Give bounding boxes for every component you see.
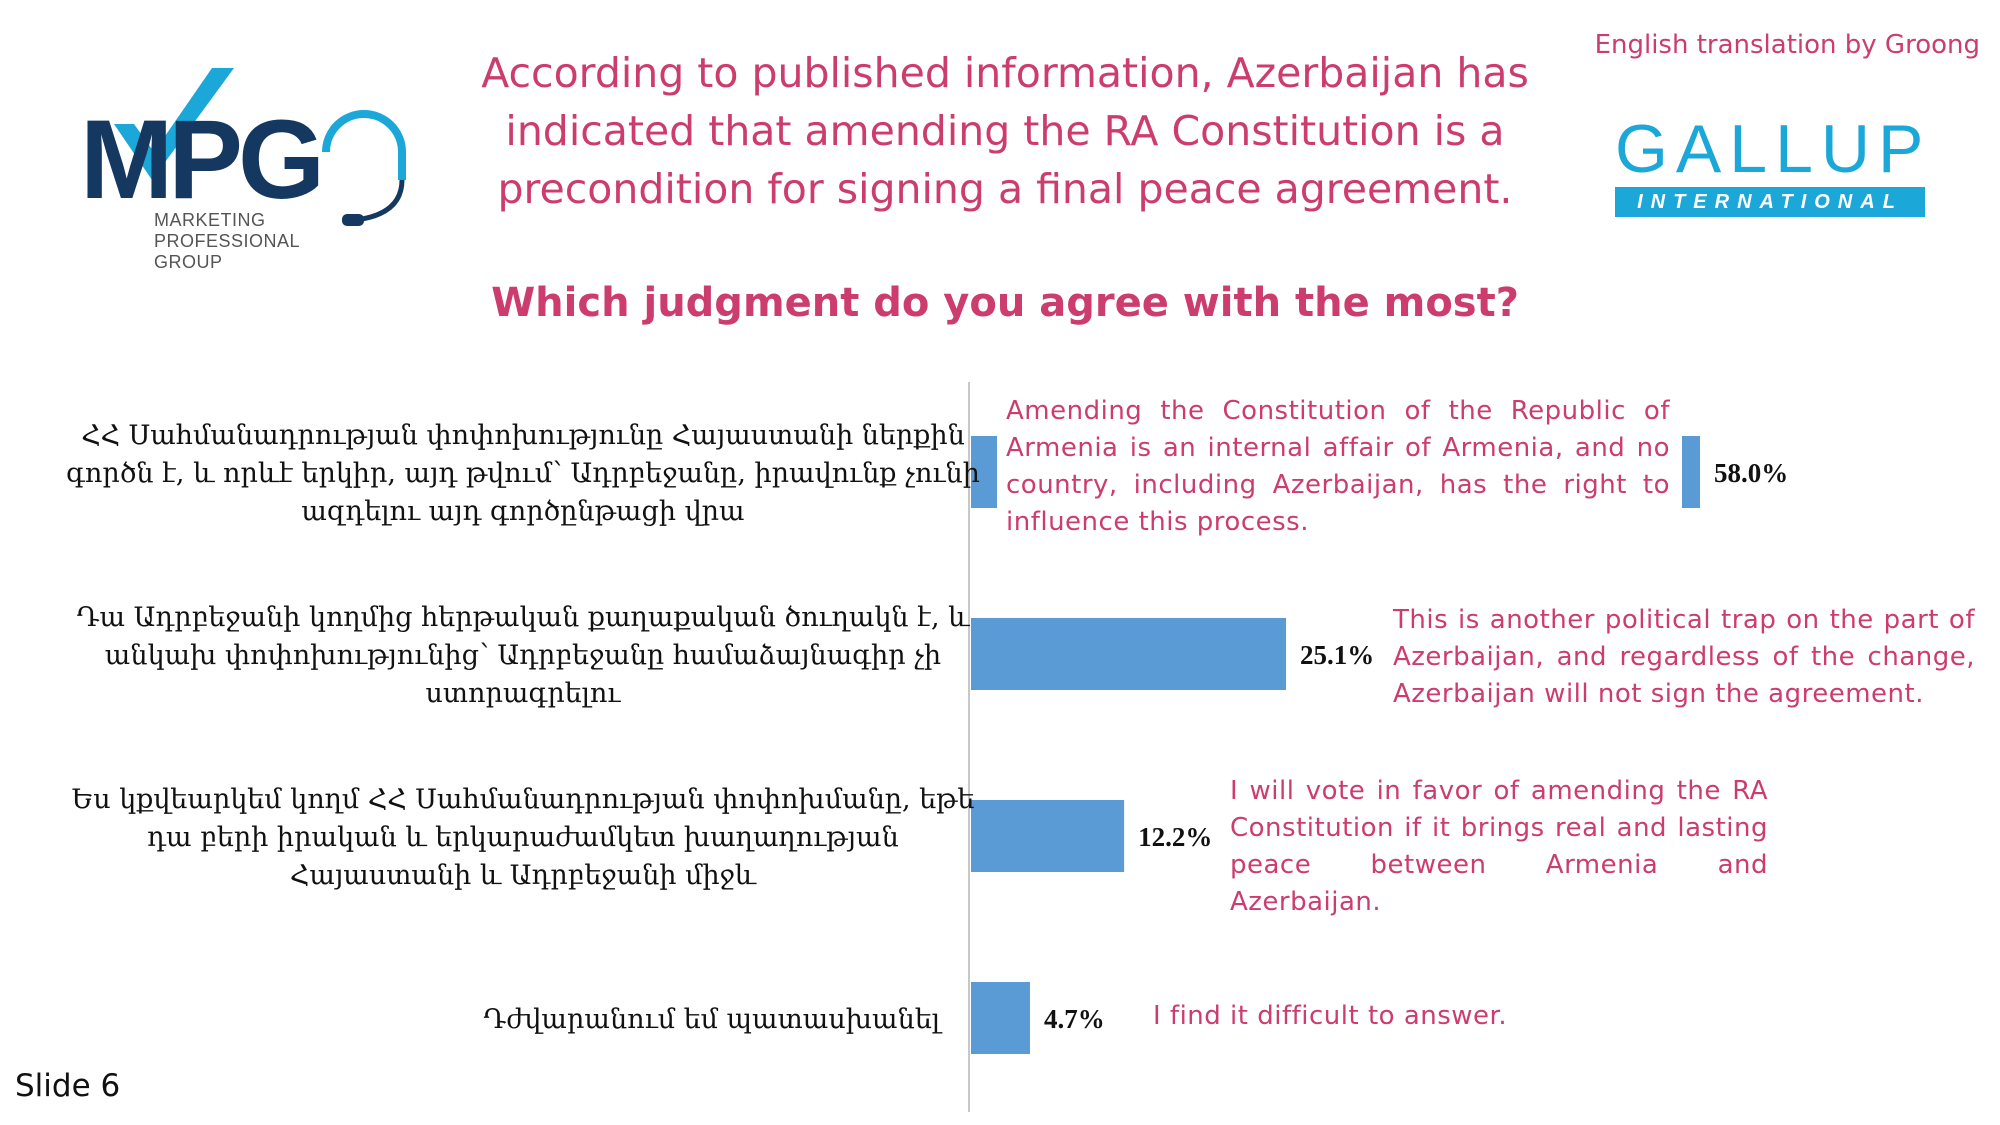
- category-label: Դժվարանում եմ պատասխանել: [483, 1004, 942, 1035]
- mpg-subtitle-line: PROFESSIONAL: [154, 231, 301, 251]
- bar: [971, 800, 1125, 872]
- title-line: indicated that amending the RA Constitut…: [505, 107, 1505, 155]
- labels-layer: 58.0% ՀՀ Սահմանադրության փոփոխությունը Հա…: [66, 420, 1788, 1035]
- survey-question: Which judgment do you agree with the mos…: [491, 280, 1519, 326]
- gallup-logo: GALLUP INTERNATIONAL: [1615, 115, 1925, 218]
- category-label: ազդելու այդ գործընթացի վրա: [301, 496, 744, 527]
- mpg-logo: MPG MARKETING PROFESSIONAL GROUP: [80, 62, 410, 277]
- value-label: 58.0%: [1714, 458, 1788, 488]
- category-label: ՀՀ Սահմանադրության փոփոխությունը Հայաստա…: [81, 420, 965, 451]
- translation-text: I find it difficult to answer.: [1153, 1001, 1508, 1031]
- mpg-subtitle-line: MARKETING: [154, 210, 266, 230]
- category-label: Դա Ադրբեջանի կողմից հերթական քաղաքական ծ…: [77, 602, 971, 633]
- gallup-word: GALLUP: [1615, 111, 1932, 187]
- mpg-subtitle: MARKETING PROFESSIONAL GROUP: [154, 210, 300, 273]
- slide-title: According to published information, Azer…: [440, 44, 1570, 218]
- slide-number: Slide 6: [15, 1068, 121, 1104]
- category-label: անկախ փոփոխությունից՝ Ադրբեջանը համաձայն…: [105, 640, 941, 671]
- category-label: գործն է, և որևէ երկիր, այդ թվում՝ Ադրբեջ…: [66, 458, 980, 489]
- value-label: 25.1%: [1300, 640, 1374, 670]
- headset-icon: [322, 110, 406, 226]
- category-label: դա բերի իրական և երկարաժամկետ խաղաղությա…: [147, 822, 899, 853]
- translation-credit: English translation by Groong: [1594, 30, 1980, 60]
- bars-layer: [971, 436, 1700, 1054]
- translation-text: I will vote in favor of amending the RA …: [1230, 776, 1768, 917]
- value-label: 4.7%: [1044, 1004, 1105, 1034]
- bar: [971, 618, 1287, 690]
- title-line: According to published information, Azer…: [481, 49, 1529, 97]
- translation-text: Amending the Constitution of the Republi…: [1006, 396, 1670, 537]
- gallup-subtitle: INTERNATIONAL: [1615, 187, 1925, 217]
- mpg-checkmark-icon: [114, 68, 234, 180]
- category-label: ստորագրելու: [426, 678, 622, 709]
- bar: [1682, 436, 1700, 508]
- bar: [971, 436, 997, 508]
- category-label: Հայաստանի և Ադրբեջանի միջև: [290, 860, 757, 891]
- translation-text: This is another political trap on the pa…: [1393, 605, 1975, 709]
- bar: [971, 982, 1030, 1054]
- value-label: 12.2%: [1138, 822, 1212, 852]
- category-label: Ես կքվեարկեմ կողմ ՀՀ Սահմանադրության փոփ…: [72, 784, 975, 815]
- mpg-letters: MPG: [80, 97, 325, 222]
- title-line: precondition for signing a final peace a…: [497, 165, 1513, 213]
- mpg-subtitle-line: GROUP: [154, 252, 223, 272]
